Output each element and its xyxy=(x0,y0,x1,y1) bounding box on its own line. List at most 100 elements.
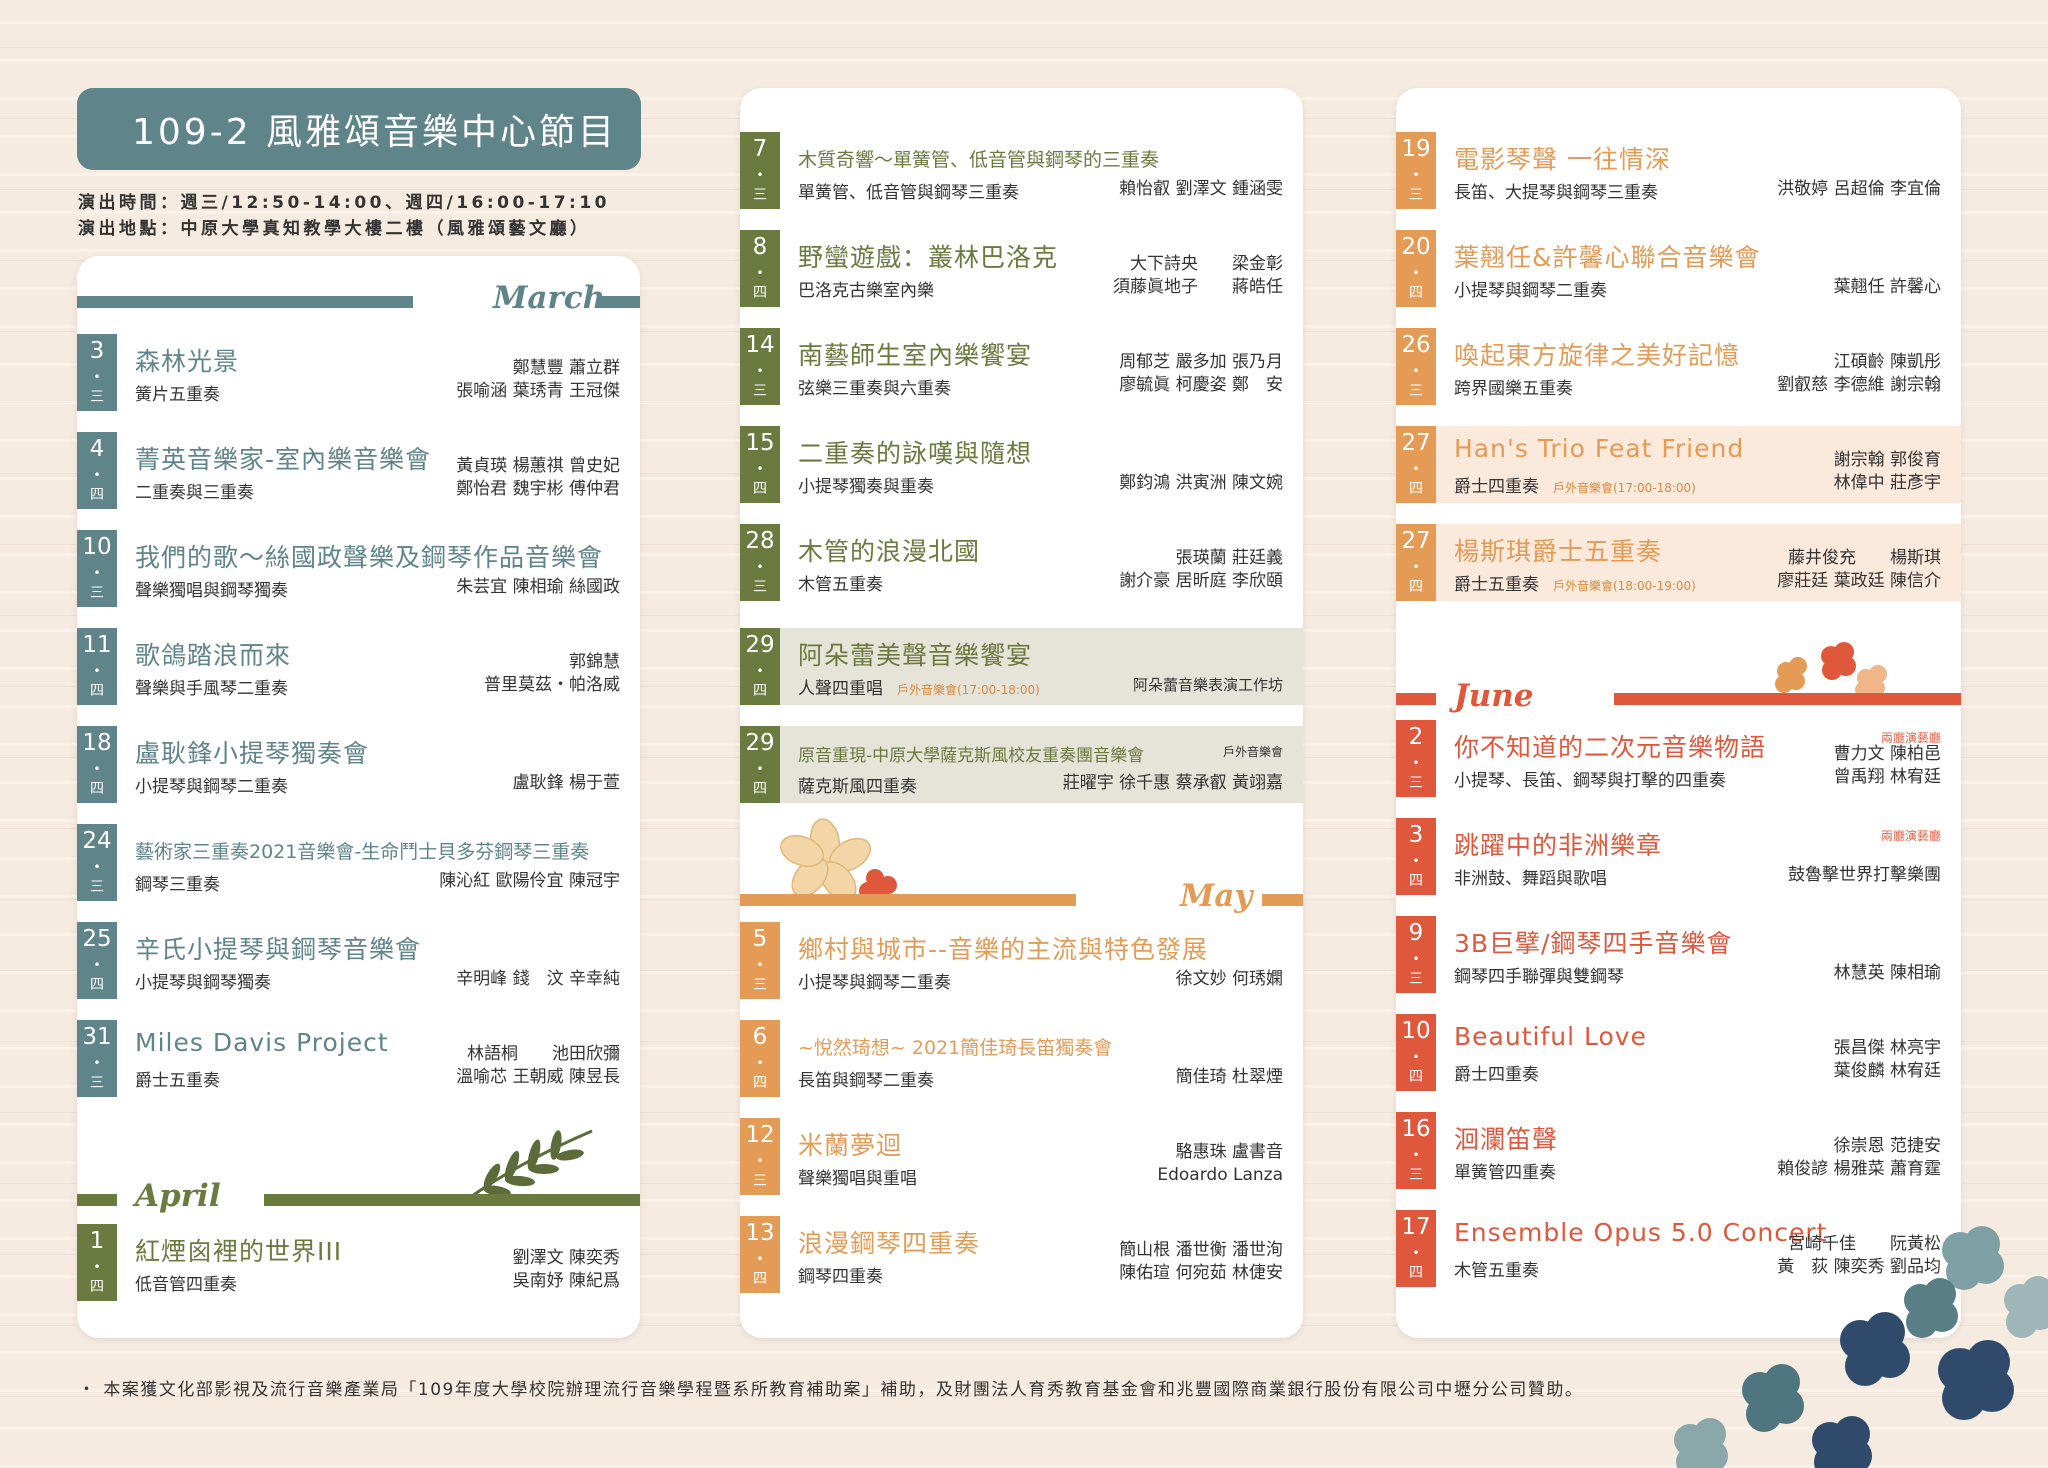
date-box: 6 • 四 xyxy=(740,1020,780,1097)
list-item: 12 • 三米蘭夢迴 聲樂獨唱與重唱 駱惠珠 盧書音 Edoardo Lanza xyxy=(740,1118,1303,1195)
list-item: 13 • 四浪漫鋼琴四重奏 鋼琴四重奏 簡山根 潘世衡 潘世洵 陳佑瑄 何宛茹 林倢安 xyxy=(740,1216,1303,1293)
event-date: 20 xyxy=(1401,234,1431,260)
april-divider xyxy=(264,1194,640,1206)
event-performers: 劉叡慈 李德維 謝宗翰 xyxy=(1777,375,1941,395)
event-subtitle: 鋼琴四手聯彈與雙鋼琴 xyxy=(1454,967,1624,987)
date-box: 29 • 四 xyxy=(740,628,780,705)
event-date: 8 xyxy=(752,234,768,260)
event-performers: 徐文妙 何琇嫻 xyxy=(1175,969,1283,989)
list-item: 29 • 四 阿朵蕾美聲音樂饗宴 人聲四重唱 戶外音樂會(17:00-18:00) 阿… xyxy=(740,628,1303,705)
event-performers: 廖莊廷 葉政廷 陳信介 xyxy=(1777,571,1941,591)
event-weekday: 四 xyxy=(90,977,104,993)
event-performers: 鄭怡君 魏宇彬 傅仲君 xyxy=(456,479,620,499)
event-weekday: 三 xyxy=(1409,1167,1423,1183)
list-item: 2 • 三你不知道的二次元音樂物語 小提琴、長笛、鋼琴與打擊的四重奏 兩廳演藝廳 曹力文 … xyxy=(1396,720,1961,797)
event-performers: 江碩齡 陳凱彤 xyxy=(1833,352,1941,372)
event-performers: 黃貞瑛 楊蕙祺 曾史妃 xyxy=(456,456,620,476)
event-weekday: 四 xyxy=(753,1271,767,1287)
list-item: 18 • 四盧耿鋒小提琴獨奏會 小提琴與鋼琴二重奏 盧耿鋒 楊于萱 xyxy=(77,726,640,803)
event-title: 浪漫鋼琴四重奏 xyxy=(798,1229,981,1258)
event-title: 電影琴聲 一往情深 xyxy=(1454,145,1671,174)
month-may: May xyxy=(1180,878,1253,914)
event-title: 阿朵蕾美聲音樂饗宴 xyxy=(798,641,1033,670)
event-tag: 戶外音樂會 xyxy=(1222,745,1283,759)
month-april: April xyxy=(135,1178,221,1214)
page-title: 109-2 風雅頌音樂中心節目 xyxy=(77,88,641,170)
event-performers: 黃 荻 陳奕秀 劉品均 xyxy=(1777,1257,1941,1277)
event-subtitle: 非洲鼓、舞蹈與歌唱 xyxy=(1454,869,1607,889)
event-subtitle: 長笛與鋼琴二重奏 xyxy=(798,1071,934,1091)
event-title: Beautiful Love xyxy=(1454,1022,1647,1051)
venue-tag: 兩廳演藝廳 xyxy=(1880,829,1941,843)
list-item: 4 • 四菁英音樂家-室內樂音樂會二重奏與三重奏 黃貞瑛 楊蕙祺 曾史妃 鄭怡君 魏宇彬… xyxy=(77,432,640,509)
event-date: 17 xyxy=(1401,1214,1431,1240)
event-title: Han's Trio Feat Friend xyxy=(1454,434,1745,463)
event-performers: 須藤眞地子 蔣皓任 xyxy=(1113,277,1283,297)
list-item: 15 • 四二重奏的詠嘆與隨想 小提琴獨奏與重奏 鄭鈞鴻 洪寅洲 陳文婉 xyxy=(740,426,1303,503)
event-title: 藝術家三重奏2021音樂會-生命鬥士貝多芬鋼琴三重奏 xyxy=(135,841,590,863)
event-date: 25 xyxy=(82,926,112,952)
date-box: 19 • 三 xyxy=(1396,132,1436,209)
event-subtitle: 聲樂獨唱與鋼琴獨奏 xyxy=(135,581,288,601)
event-title: 我們的歌～絲國政聲樂及鋼琴作品音樂會 xyxy=(135,543,604,572)
event-performers: 劉澤文 陳奕秀 xyxy=(512,1248,620,1268)
date-box: 14 • 三 xyxy=(740,328,780,405)
event-date: 14 xyxy=(745,332,775,358)
event-subtitle: 爵士五重奏 戶外音樂會(18:00-19:00) xyxy=(1454,575,1696,595)
leaf-icon xyxy=(471,1129,593,1198)
list-item: 14 • 三南藝師生室內樂饗宴 弦樂三重奏與六重奏 周郁芝 嚴多加 張乃月 廖毓眞 柯慶姿… xyxy=(740,328,1303,405)
event-title: 木質奇響～單簧管、低音管與鋼琴的三重奏 xyxy=(798,149,1160,171)
event-subtitle: 跨界國樂五重奏 xyxy=(1454,379,1573,399)
march-divider xyxy=(77,296,413,308)
event-title: 米蘭夢迴 xyxy=(798,1131,903,1160)
june-divider xyxy=(1614,693,1961,705)
event-performers: 朱芸宜 陳相瑜 絲國政 xyxy=(456,577,620,597)
event-performers: 賴俊諺 楊雅菜 蕭育霆 xyxy=(1777,1159,1941,1179)
event-subtitle: 鋼琴三重奏 xyxy=(135,875,220,895)
event-title: 辛氏小提琴與鋼琴音樂會 xyxy=(135,935,422,964)
date-box: 9 • 三 xyxy=(1396,916,1436,993)
date-box: 2 • 三 xyxy=(1396,720,1436,797)
event-performers: 阿朵蕾音樂表演工作坊 xyxy=(1132,676,1283,694)
date-box: 8 • 四 xyxy=(740,230,780,307)
event-performers: 辛明峰 錢 汶 辛幸純 xyxy=(456,969,620,989)
list-item: 26 • 三喚起東方旋律之美好記憶 跨界國樂五重奏 江碩齡 陳凱彤 劉叡慈 李德維 謝宗翰 xyxy=(1396,328,1961,405)
event-date: 10 xyxy=(82,534,112,560)
event-performers: 駱惠珠 盧書音 xyxy=(1175,1142,1283,1162)
event-date: 16 xyxy=(1401,1116,1431,1142)
event-performers: Edoardo Lanza xyxy=(1157,1165,1283,1185)
event-subtitle: 單簧管四重奏 xyxy=(1454,1163,1556,1183)
outdoor-tag: 戶外音樂會(18:00-19:00) xyxy=(1553,579,1696,593)
event-title: 葉翹任&許馨心聯合音樂會 xyxy=(1454,243,1761,272)
event-date: 2 xyxy=(1408,724,1424,750)
event-date: 27 xyxy=(1401,528,1431,554)
card-april-may: 7 • 三木質奇響～單簧管、低音管與鋼琴的三重奏 單簧管、低音管與鋼琴三重奏 賴怡叡 劉… xyxy=(740,88,1303,1338)
event-title: 菁英音樂家-室內樂音樂會 xyxy=(135,445,432,474)
event-title: 歌鴿踏浪而來 xyxy=(135,641,292,670)
event-weekday: 四 xyxy=(1409,481,1423,497)
event-date: 31 xyxy=(82,1024,112,1050)
event-subtitle: 聲樂獨唱與重唱 xyxy=(798,1169,917,1189)
may-divider-end xyxy=(1262,894,1303,906)
list-item: 19 • 三電影琴聲 一往情深 長笛、大提琴與鋼琴三重奏 洪敬婷 呂超倫 李宜倫 xyxy=(1396,132,1961,209)
event-subtitle: 二重奏與三重奏 xyxy=(135,483,254,503)
event-date: 19 xyxy=(1401,136,1431,162)
event-performers: 藤井俊充 楊斯琪 xyxy=(1788,548,1941,568)
date-box: 4 • 四 xyxy=(77,432,117,509)
event-date: 13 xyxy=(745,1220,775,1246)
date-box: 27 • 四 xyxy=(1396,524,1436,601)
list-item: 31 • 三 Miles Davis Project 爵士五重奏 林語桐 池田欣彌 溫喻芯 … xyxy=(77,1020,640,1097)
date-box: 25 • 四 xyxy=(77,922,117,999)
event-performers: 林偉中 莊彥宇 xyxy=(1833,473,1941,493)
date-box: 10 • 四 xyxy=(1396,1014,1436,1091)
list-item: 28 • 三木管的浪漫北國 木管五重奏 張瑛蘭 莊廷義 謝介豪 居昕庭 李欣頤 xyxy=(740,524,1303,601)
event-weekday: 四 xyxy=(90,683,104,699)
list-item: 10 • 四 Beautiful Love 爵士四重奏 張昌傑 林亮宇 葉俊麟 林宥廷 xyxy=(1396,1014,1961,1091)
event-subtitle: 簧片五重奏 xyxy=(135,385,220,405)
event-subtitle: 鋼琴四重奏 xyxy=(798,1267,883,1287)
event-title: 原音重現-中原大學薩克斯風校友重奏團音樂會 xyxy=(798,746,1145,766)
event-date: 9 xyxy=(1408,920,1424,946)
event-subtitle: 聲樂與手風琴二重奏 xyxy=(135,679,288,699)
event-performers: 張昌傑 林亮宇 xyxy=(1833,1038,1941,1058)
event-subtitle: 小提琴與鋼琴二重奏 xyxy=(135,777,288,797)
